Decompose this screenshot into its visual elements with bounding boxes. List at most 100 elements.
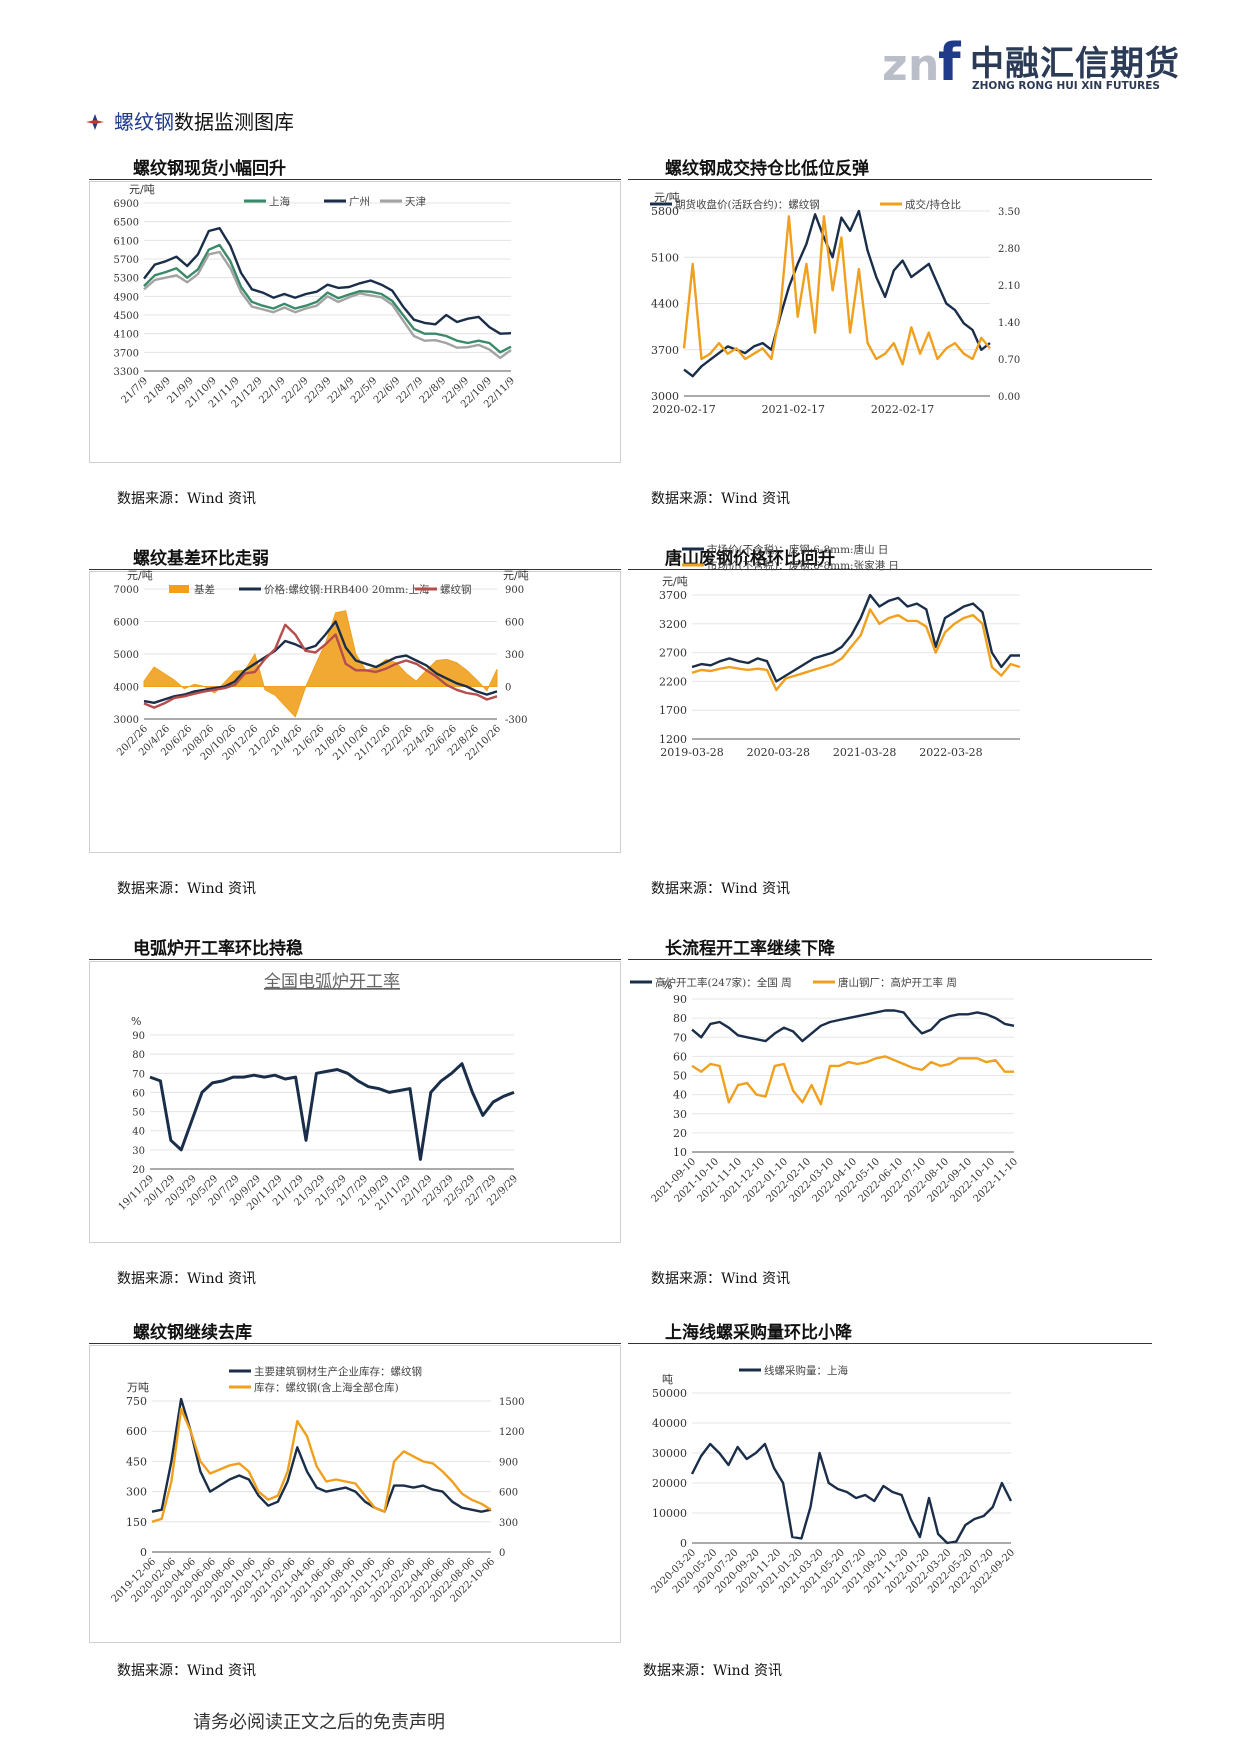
- y-tick-label: 50: [132, 1108, 145, 1119]
- chart-blast-furnace-rate: 1020304050607080902021-09-102021-10-1020…: [630, 976, 1020, 1205]
- y-tick-label: 20: [132, 1165, 145, 1176]
- series-line-0: [149, 1062, 515, 1161]
- legend-label: 基差: [194, 583, 215, 596]
- section-title-rest: 数据监测图库: [174, 110, 294, 134]
- series-line-0: [690, 1442, 1013, 1545]
- chart-frame-1: [89, 181, 621, 463]
- title-rule: [89, 569, 621, 570]
- chart-source-1: 数据来源：Wind 资讯: [117, 491, 257, 507]
- series-line-2: [143, 250, 512, 360]
- y-tick-label: 2700: [659, 647, 687, 660]
- y-tick-label: 3200: [659, 618, 687, 631]
- unit-label: %: [662, 979, 672, 992]
- series-line-1: [691, 1055, 1014, 1106]
- y-tick-label: 2200: [659, 675, 687, 688]
- chart-source-5: 数据来源：Wind 资讯: [117, 1271, 257, 1287]
- unit-label: 元/吨: [654, 191, 680, 204]
- disclaimer-note: 请务必阅读正文之后的免责声明: [193, 1712, 445, 1733]
- y-right-tick-label: 300: [505, 650, 524, 661]
- y-tick-label: 3000: [114, 715, 139, 726]
- chart-inner-title: 全国电弧炉开工率: [264, 972, 400, 992]
- chart-source-3: 数据来源：Wind 资讯: [117, 881, 257, 897]
- unit-label: 元/吨: [127, 569, 153, 582]
- y-tick-label: 4500: [114, 311, 139, 322]
- y-tick-label: 3000: [651, 390, 679, 403]
- y-right-tick-label: 1500: [499, 1397, 524, 1408]
- chart-tangshan-scrap-price: 1200 1700 2200 2700 3200 3700 2019-03-28 2020-0…: [659, 543, 1021, 759]
- y-tick-label: 90: [132, 1031, 145, 1042]
- chart-title-7: 螺纹钢继续去库: [133, 1323, 252, 1343]
- legend-label: 成交/持仓比: [905, 198, 961, 211]
- legend-label: 价格:螺纹钢:HRB400 20mm:上海: [264, 583, 430, 596]
- series-line-1: [143, 620, 498, 704]
- title-rule: [628, 1343, 1152, 1344]
- chart-rebar-inventory: 01503004506007500300600900120015002019-1…: [110, 1365, 525, 1605]
- y-tick-label: 10000: [652, 1507, 687, 1520]
- y-tick-label: 40: [132, 1127, 145, 1138]
- y-tick-label: 750: [126, 1395, 147, 1408]
- y-tick-label: 50000: [652, 1387, 687, 1400]
- chart-frame-7: [89, 1345, 621, 1643]
- y-tick-label: 300: [126, 1486, 147, 1499]
- legend-label: 主要建筑钢材生产企业库存：螺纹钢: [254, 1365, 422, 1378]
- chart-title-5: 电弧炉开工率环比持稳: [133, 939, 303, 959]
- x-tick-label: 2022-03-28: [919, 746, 982, 759]
- series-area-0: [143, 610, 498, 718]
- x-tick-label: 2021-03-28: [833, 746, 896, 759]
- y-right-tick-label: -300: [505, 715, 527, 726]
- znf-logo-mark: z n f: [882, 33, 962, 93]
- y-tick-label: 30: [132, 1146, 145, 1157]
- y-tick-label: 5000: [114, 650, 139, 661]
- y-tick-label: 0: [140, 1546, 147, 1559]
- series-line-1: [151, 1407, 492, 1523]
- company-name-cn: 中融汇信期货: [970, 44, 1180, 84]
- y-tick-label: 150: [126, 1516, 147, 1529]
- chart-source-7: 数据来源：Wind 资讯: [117, 1663, 257, 1679]
- y-right-tick-label: 2.10: [998, 281, 1020, 292]
- chart-title-2: 螺纹钢成交持仓比低位反弹: [665, 159, 869, 179]
- y-tick-label: 20: [673, 1127, 687, 1140]
- x-tick-label: 2019-03-28: [660, 746, 723, 759]
- svg-text:z: z: [882, 40, 908, 91]
- y-tick-label: 3300: [114, 367, 139, 378]
- y-tick-label: 1700: [659, 704, 687, 717]
- series-line-1: [691, 608, 1021, 692]
- chart-title-8: 上海线螺采购量环比小降: [665, 1323, 852, 1343]
- y-tick-label: 5300: [114, 274, 139, 285]
- y-tick-label: 5100: [651, 251, 679, 264]
- legend-swatch: [169, 585, 189, 593]
- chart-source-4: 数据来源：Wind 资讯: [651, 881, 791, 897]
- unit-label: 吨: [662, 1373, 673, 1386]
- y-right-tick-label: 0: [505, 683, 511, 694]
- y-tick-label: 4000: [114, 683, 139, 694]
- y-tick-label: 40: [673, 1089, 687, 1102]
- legend-label: 线螺采购量：上海: [764, 1364, 848, 1377]
- legend-label: 库存：螺纹钢(含上海全部仓库): [254, 1381, 399, 1394]
- chart-rebar-spot-price: 3300 3700 4100 4500 4900 5300 5700 6100 6500 6900…: [114, 183, 518, 410]
- y-tick-label: 70: [132, 1069, 145, 1080]
- title-rule: [628, 179, 1152, 180]
- series-line-1: [682, 215, 991, 366]
- title-rule: [89, 179, 621, 180]
- y-right-tick-label: 600: [499, 1488, 518, 1499]
- series-line-0: [151, 1397, 492, 1513]
- y-tick-label: 6900: [114, 199, 139, 210]
- diamond-bullet-icon: [86, 114, 104, 130]
- section-title: 螺纹钢数据监测图库: [84, 106, 294, 135]
- legend-label: 广州: [349, 196, 370, 208]
- y-tick-label: 1200: [659, 733, 687, 746]
- y-tick-label: 5800: [651, 205, 679, 218]
- series-line-2: [143, 623, 498, 709]
- y-right-tick-label: 0.00: [998, 392, 1020, 403]
- y-tick-label: 80: [673, 1012, 687, 1025]
- legend-label: 市场价(不含税)：废钢:6-8mm:唐山 日: [707, 543, 888, 556]
- y-tick-label: 7000: [114, 585, 139, 596]
- y-tick-label: 10: [673, 1146, 687, 1159]
- y-tick-label: 80: [132, 1050, 145, 1061]
- unit-label: 元/吨: [129, 183, 155, 196]
- svg-text:f: f: [938, 33, 962, 93]
- y-tick-label: 50: [673, 1070, 687, 1083]
- y-tick-label: 4100: [114, 330, 139, 341]
- unit-label: 万吨: [127, 1381, 149, 1394]
- unit-label: 元/吨: [662, 575, 688, 588]
